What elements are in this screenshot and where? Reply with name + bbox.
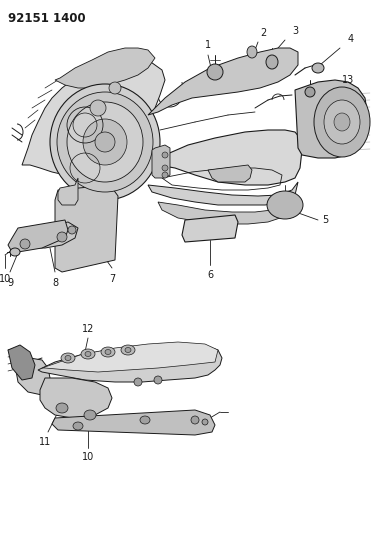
Polygon shape: [148, 130, 302, 185]
Polygon shape: [295, 80, 368, 158]
Text: 6: 6: [207, 270, 213, 280]
Ellipse shape: [73, 422, 83, 430]
Polygon shape: [8, 220, 68, 252]
Ellipse shape: [67, 102, 143, 182]
Text: 11: 11: [39, 437, 51, 447]
Ellipse shape: [202, 419, 208, 425]
Text: 10: 10: [0, 274, 11, 284]
Text: 13: 13: [342, 75, 354, 85]
Text: 9: 9: [7, 278, 13, 288]
Ellipse shape: [90, 100, 106, 116]
Polygon shape: [148, 182, 298, 205]
Polygon shape: [58, 178, 78, 205]
Text: 8: 8: [52, 278, 58, 288]
Text: 10: 10: [159, 345, 171, 355]
Text: 3: 3: [292, 26, 298, 36]
Ellipse shape: [162, 152, 168, 158]
Ellipse shape: [10, 248, 20, 256]
Text: 10: 10: [82, 452, 94, 462]
Ellipse shape: [125, 348, 131, 352]
Text: 92151 1400: 92151 1400: [8, 12, 86, 25]
Text: 12: 12: [82, 324, 94, 334]
Polygon shape: [40, 378, 112, 418]
Text: 1: 1: [205, 40, 211, 50]
Ellipse shape: [95, 132, 115, 152]
Ellipse shape: [162, 165, 168, 171]
Ellipse shape: [50, 84, 160, 200]
Ellipse shape: [312, 63, 324, 73]
Text: 5: 5: [322, 215, 328, 225]
Ellipse shape: [68, 226, 76, 234]
Ellipse shape: [154, 376, 162, 384]
Ellipse shape: [314, 87, 370, 157]
Polygon shape: [18, 222, 78, 248]
Polygon shape: [158, 202, 282, 224]
Ellipse shape: [101, 347, 115, 357]
Ellipse shape: [105, 350, 111, 354]
Polygon shape: [148, 48, 298, 115]
Text: 2: 2: [260, 28, 266, 38]
Ellipse shape: [305, 87, 315, 97]
Ellipse shape: [20, 239, 30, 249]
Polygon shape: [182, 215, 238, 242]
Polygon shape: [55, 48, 155, 88]
Ellipse shape: [84, 410, 96, 420]
Polygon shape: [38, 344, 222, 382]
Ellipse shape: [56, 403, 68, 413]
Ellipse shape: [121, 345, 135, 355]
Ellipse shape: [267, 191, 303, 219]
Text: 4: 4: [348, 34, 354, 44]
Ellipse shape: [162, 172, 168, 178]
Polygon shape: [8, 345, 35, 380]
Ellipse shape: [57, 92, 153, 192]
Ellipse shape: [334, 113, 350, 131]
Ellipse shape: [61, 353, 75, 363]
Polygon shape: [15, 358, 50, 395]
Text: 7: 7: [109, 274, 115, 284]
Ellipse shape: [81, 349, 95, 359]
Polygon shape: [22, 58, 165, 175]
Polygon shape: [208, 165, 252, 182]
Ellipse shape: [140, 416, 150, 424]
Ellipse shape: [109, 82, 121, 94]
Ellipse shape: [57, 232, 67, 242]
Ellipse shape: [247, 46, 257, 58]
Ellipse shape: [324, 100, 360, 144]
Polygon shape: [42, 342, 218, 372]
Ellipse shape: [191, 416, 199, 424]
Ellipse shape: [207, 64, 223, 80]
Ellipse shape: [266, 55, 278, 69]
Polygon shape: [52, 410, 215, 435]
Ellipse shape: [83, 119, 127, 165]
Polygon shape: [55, 185, 118, 272]
Ellipse shape: [65, 356, 71, 360]
Ellipse shape: [134, 378, 142, 386]
Ellipse shape: [85, 351, 91, 357]
Polygon shape: [152, 145, 170, 178]
